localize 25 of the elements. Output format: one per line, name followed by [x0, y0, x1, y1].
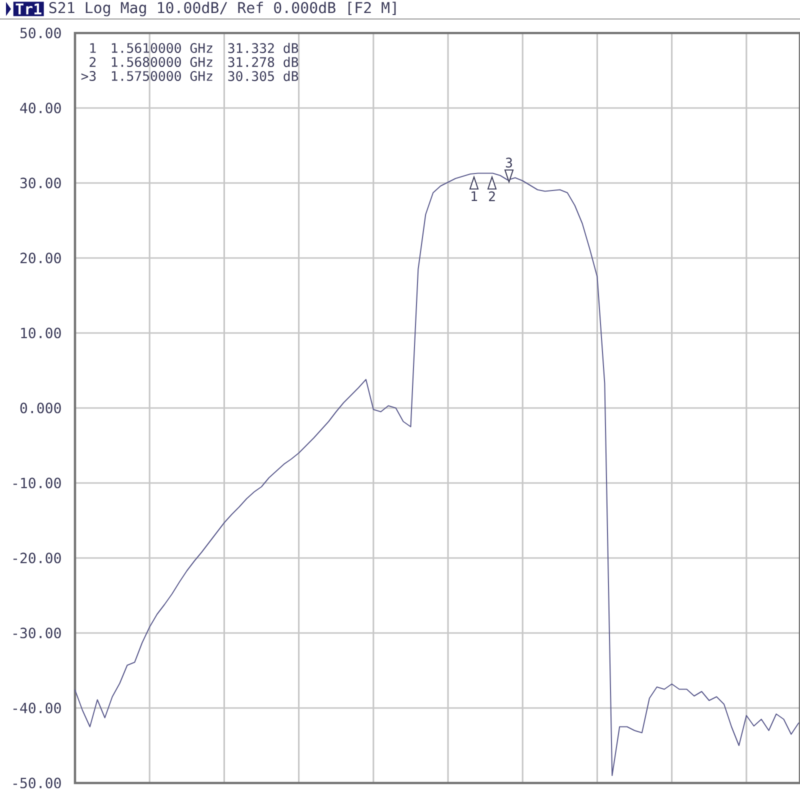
annotation: 1: [90, 43, 96, 53]
annotation: 31.332 dB: [228, 42, 298, 54]
y-tick-label: 0.000: [20, 402, 61, 414]
annotation: 1: [472, 191, 478, 201]
annotation: 1.5610000 GHz: [112, 43, 212, 53]
annotation: 2: [90, 57, 96, 67]
y-tick-label: 30.00: [20, 178, 61, 188]
annotation: 1.5680000 GHz: [112, 57, 212, 67]
y-tick-label: -40.00: [13, 702, 61, 714]
annotation: 30.305 dB: [228, 70, 298, 82]
y-tick-label: -50.00: [13, 778, 61, 788]
chart-subtitle: S21 Log Mag 10.00dB/ Ref 0.000dB [F2 M]: [49, 2, 396, 16]
y-tick-label: 20.00: [20, 252, 61, 264]
y-tick-label: 40.00: [20, 102, 61, 114]
y-tick-label: 50.00: [20, 28, 61, 38]
annotation: 1.5750000 GHz: [112, 71, 212, 81]
y-tick-label: -30.00: [13, 628, 61, 638]
annotation: 2: [489, 191, 495, 202]
y-tick-label: 10.00: [21, 328, 61, 338]
annotation: 31.278 dB: [228, 56, 298, 68]
y-tick-label: -10.00: [13, 478, 61, 488]
chart-title: Tr1: [16, 4, 42, 14]
y-tick-label: -20.00: [13, 552, 61, 564]
annotation: 3: [506, 158, 512, 168]
annotation: >3: [81, 71, 96, 81]
